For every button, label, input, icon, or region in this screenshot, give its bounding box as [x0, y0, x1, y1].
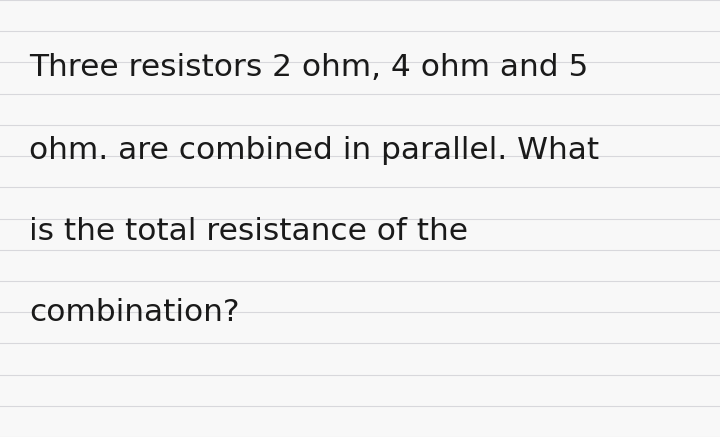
- Text: Three resistors 2 ohm, 4 ohm and 5: Three resistors 2 ohm, 4 ohm and 5: [29, 53, 588, 82]
- Text: ohm. are combined in parallel. What: ohm. are combined in parallel. What: [29, 136, 599, 165]
- Text: is the total resistance of the: is the total resistance of the: [29, 217, 468, 246]
- Text: combination?: combination?: [29, 298, 239, 327]
